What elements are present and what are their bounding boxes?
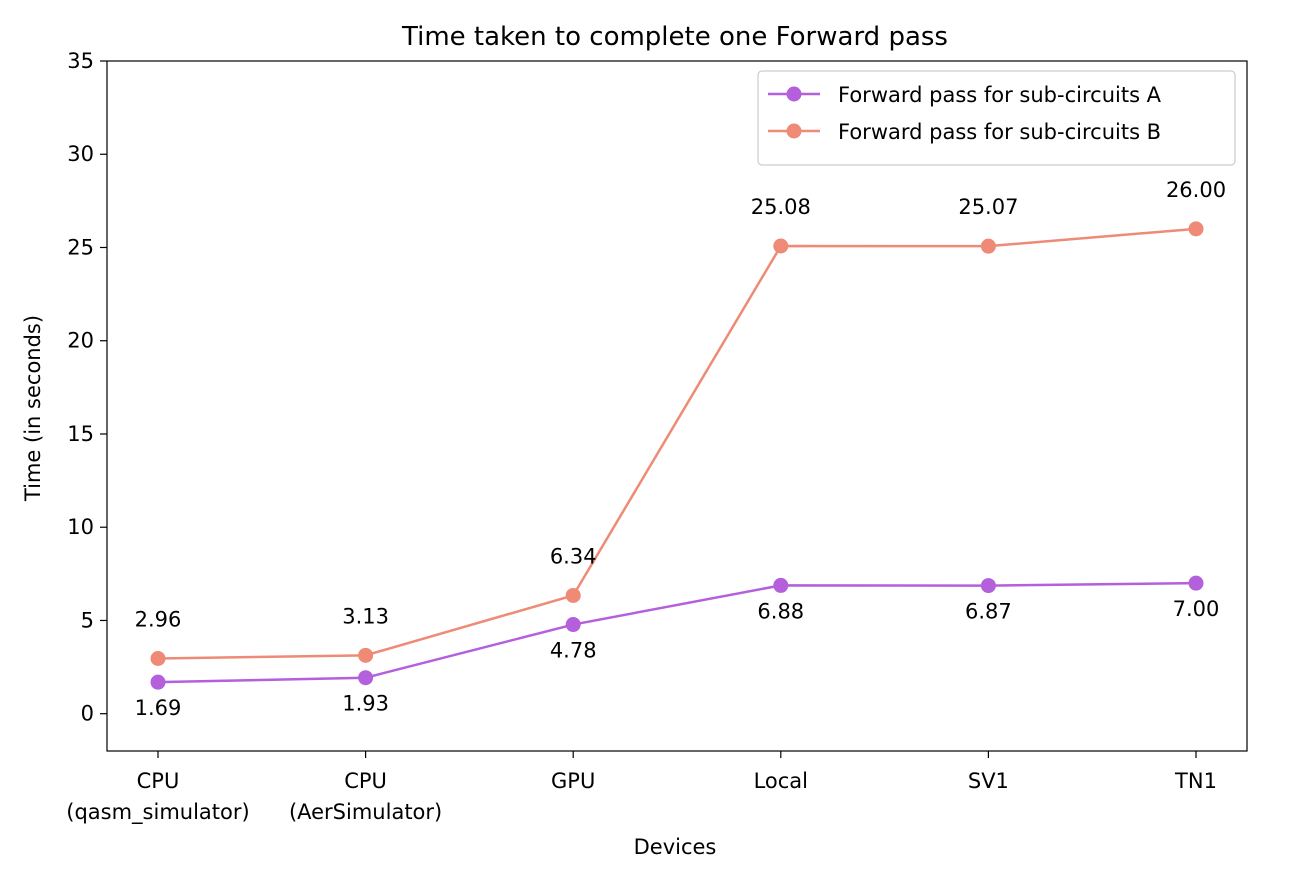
legend-label: Forward pass for sub-circuits B (838, 120, 1161, 144)
legend-label: Forward pass for sub-circuits A (838, 83, 1162, 107)
chart-title: Time taken to complete one Forward pass (401, 22, 948, 52)
data-point (150, 651, 166, 667)
y-axis-label: Time (in seconds) (21, 315, 45, 502)
y-tick-label: 35 (67, 49, 94, 73)
x-tick-label: CPU (137, 769, 180, 793)
y-tick-label: 0 (81, 702, 94, 726)
data-label: 7.00 (1173, 597, 1220, 621)
x-tick-label: CPU (344, 769, 387, 793)
legend-box (757, 70, 1236, 166)
data-label: 2.96 (135, 608, 182, 632)
y-tick-label: 15 (67, 422, 94, 446)
data-point (980, 238, 996, 254)
axes-frame (106, 60, 1248, 752)
data-point (358, 647, 374, 663)
data-label: 25.07 (958, 195, 1018, 219)
series-line (157, 227, 1197, 660)
y-tick-label: 5 (81, 608, 94, 632)
x-axis-label: Devices (634, 835, 717, 859)
x-tick-label: (qasm_simulator) (66, 800, 249, 825)
data-label: 4.78 (550, 639, 597, 663)
data-point (773, 238, 789, 254)
legend-swatch-marker (786, 86, 802, 102)
data-point (150, 674, 166, 690)
data-label: 6.87 (965, 600, 1012, 624)
data-label: 25.08 (751, 195, 811, 219)
x-tick-label: GPU (551, 769, 595, 793)
data-label: 26.00 (1166, 178, 1226, 202)
series-line (157, 581, 1197, 684)
y-tick-label: 25 (67, 235, 94, 259)
data-point (980, 578, 996, 594)
data-label: 1.93 (342, 692, 389, 716)
data-point (1188, 221, 1204, 237)
legend: Forward pass for sub-circuits A Forward p… (757, 70, 1236, 166)
y-tick-label: 20 (67, 329, 94, 353)
plot-area: 0 5 10 15 20 25 30 35 CPU (qasm_simulator) CPU (Aer… (66, 49, 1248, 825)
legend-swatch-marker (786, 123, 802, 139)
x-tick-label: SV1 (968, 769, 1009, 793)
data-label: 3.13 (342, 604, 389, 628)
data-label: 6.88 (757, 599, 804, 623)
data-point (773, 577, 789, 593)
data-label: 1.69 (135, 696, 182, 720)
data-label: 6.34 (550, 544, 597, 568)
y-tick-label: 10 (67, 515, 94, 539)
x-tick-label: (AerSimulator) (289, 800, 442, 824)
x-tick-label: TN1 (1174, 769, 1217, 793)
data-point (358, 670, 374, 686)
y-tick-label: 30 (67, 142, 94, 166)
data-point (565, 587, 581, 603)
data-point (1188, 575, 1204, 591)
x-tick-label: Local (754, 769, 808, 793)
data-point (565, 617, 581, 633)
